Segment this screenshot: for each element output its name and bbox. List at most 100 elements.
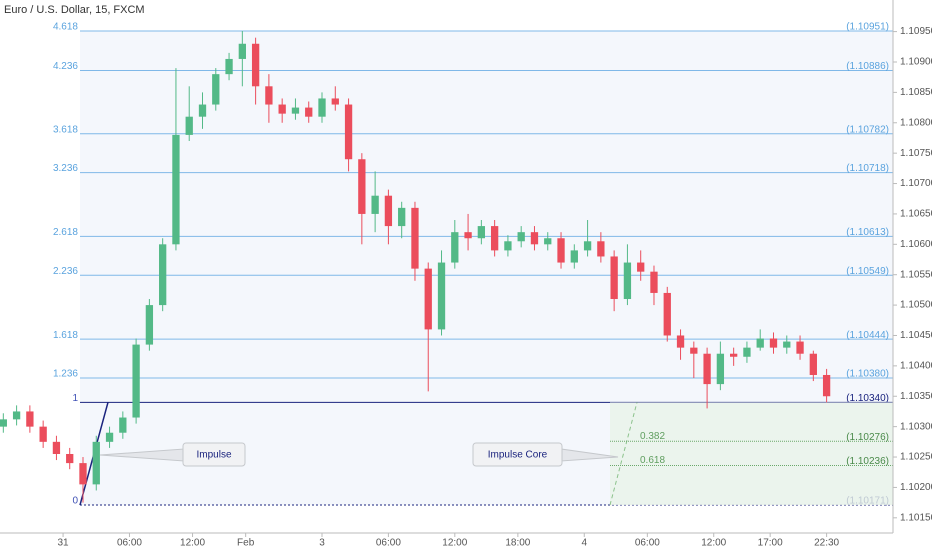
candle-body	[809, 353, 817, 375]
fib-ratio-label: 4.618	[53, 22, 78, 33]
candle-body	[690, 347, 698, 354]
candle-body	[623, 262, 632, 300]
fib-ratio-label: 0	[72, 496, 78, 507]
y-tick-label: 1.10900	[900, 57, 932, 68]
x-tick-label: 17:00	[758, 538, 783, 549]
candle-body	[12, 411, 21, 420]
candle-body	[198, 104, 207, 117]
candle-body	[371, 195, 379, 214]
candle-body	[145, 305, 154, 345]
y-tick-label: 1.10850	[900, 87, 932, 98]
y-tick-label: 1.10150	[900, 512, 932, 523]
x-tick-label: 4	[581, 538, 587, 549]
candles-layer	[0, 30, 831, 503]
candle-body	[278, 104, 286, 114]
candle-body	[212, 74, 220, 105]
core-price-label: (1.10276)	[846, 432, 889, 443]
x-tick-label: 12:00	[180, 538, 205, 549]
candle-body	[451, 232, 459, 263]
fib-price-label: (1.10380)	[846, 369, 889, 380]
x-tick-label: 12:00	[701, 538, 726, 549]
y-tick-label: 1.10550	[900, 269, 932, 280]
y-tick-label: 1.10200	[900, 482, 932, 493]
fib-price-label: (1.10951)	[846, 22, 889, 33]
candle-body	[663, 292, 671, 336]
candle-body	[583, 241, 592, 251]
candle-body	[570, 250, 578, 263]
x-tick-label: 06:00	[376, 538, 401, 549]
candle-body	[398, 207, 406, 227]
x-tick-label: 06:00	[635, 538, 660, 549]
candle-body	[251, 43, 260, 87]
x-tick-label: 06:00	[117, 538, 142, 549]
x-tick-label: 31	[58, 538, 70, 549]
y-tick-label: 1.10500	[900, 300, 932, 311]
y-tick-label: 1.10250	[900, 452, 932, 463]
chart-title: Euro / U.S. Dollar, 15, FXCM	[4, 4, 145, 16]
candle-body	[650, 271, 658, 293]
candle-body	[730, 353, 738, 357]
candle-body	[597, 241, 605, 257]
fib-price-label: (1.10782)	[846, 124, 889, 135]
x-tick-label: 22:30	[814, 538, 839, 549]
core-price-label: (1.10236)	[846, 456, 889, 467]
y-tick-label: 1.10300	[900, 421, 932, 432]
candle-body	[822, 374, 831, 397]
candle-body	[544, 238, 552, 245]
candle-body	[358, 159, 366, 214]
annotation-layer: Impulse Impulse Core	[99, 442, 619, 467]
fib-ratio-label: 2.236	[53, 266, 78, 277]
core-trend	[609, 402, 638, 506]
core-ratio-label: 0.382	[640, 431, 665, 442]
x-tick-label: Feb	[237, 538, 255, 549]
candle-body	[52, 441, 61, 454]
y-tick-label: 1.10600	[900, 239, 932, 250]
callout-text: Impulse Core	[488, 450, 548, 461]
y-tick-label: 1.10350	[900, 391, 932, 402]
candle-body	[132, 344, 140, 418]
candle-body	[756, 338, 764, 348]
candle-body	[291, 107, 300, 114]
fib-ratio-label: 3.618	[53, 124, 78, 135]
y-tick-label: 1.10450	[900, 330, 932, 341]
candle-body	[424, 268, 432, 330]
x-tick-label: 3	[319, 538, 325, 549]
candle-body	[796, 341, 804, 354]
candle-body	[92, 441, 100, 485]
y-tick-label: 1.10650	[900, 209, 932, 220]
fib-ratio-label: 1.618	[53, 330, 78, 341]
candle-body	[172, 134, 180, 245]
core-ratio-label: 0.618	[640, 455, 665, 466]
candle-body	[530, 232, 539, 245]
x-tick-label: 18:00	[505, 538, 530, 549]
candle-body	[557, 238, 565, 263]
candle-body	[716, 353, 725, 385]
candle-body	[344, 104, 353, 160]
candle-body	[331, 98, 339, 105]
candle-body	[437, 262, 446, 330]
y-tick-label: 1.10400	[900, 361, 932, 372]
candle-body	[119, 417, 127, 433]
candle-body	[517, 232, 525, 242]
candle-body	[318, 98, 326, 117]
candle-body	[238, 43, 246, 59]
candle-body	[39, 426, 47, 442]
candle-body	[676, 335, 685, 348]
callout-text: Impulse	[196, 450, 231, 461]
candle-body	[105, 432, 114, 442]
fib-ratio-label: 1.236	[53, 369, 78, 380]
candle-body	[265, 86, 273, 105]
candle-body	[783, 341, 791, 348]
candle-body	[464, 232, 472, 239]
fib-ratio-label: 4.236	[53, 61, 78, 72]
fib-price-label: (1.10340)	[846, 393, 889, 404]
fib-price-label: (1.10549)	[846, 266, 889, 277]
candle-body	[305, 107, 313, 117]
fib-layer: 4.618 (1.10951) 4.236 (1.10886) 3.618 (1.1078…	[53, 22, 893, 507]
fib-price-label: (1.10886)	[846, 61, 889, 72]
candle-body	[384, 195, 393, 227]
y-tick-label: 1.10800	[900, 117, 932, 128]
fib-price-label: (1.10613)	[846, 227, 889, 238]
x-tick-label: 12:00	[442, 538, 467, 549]
